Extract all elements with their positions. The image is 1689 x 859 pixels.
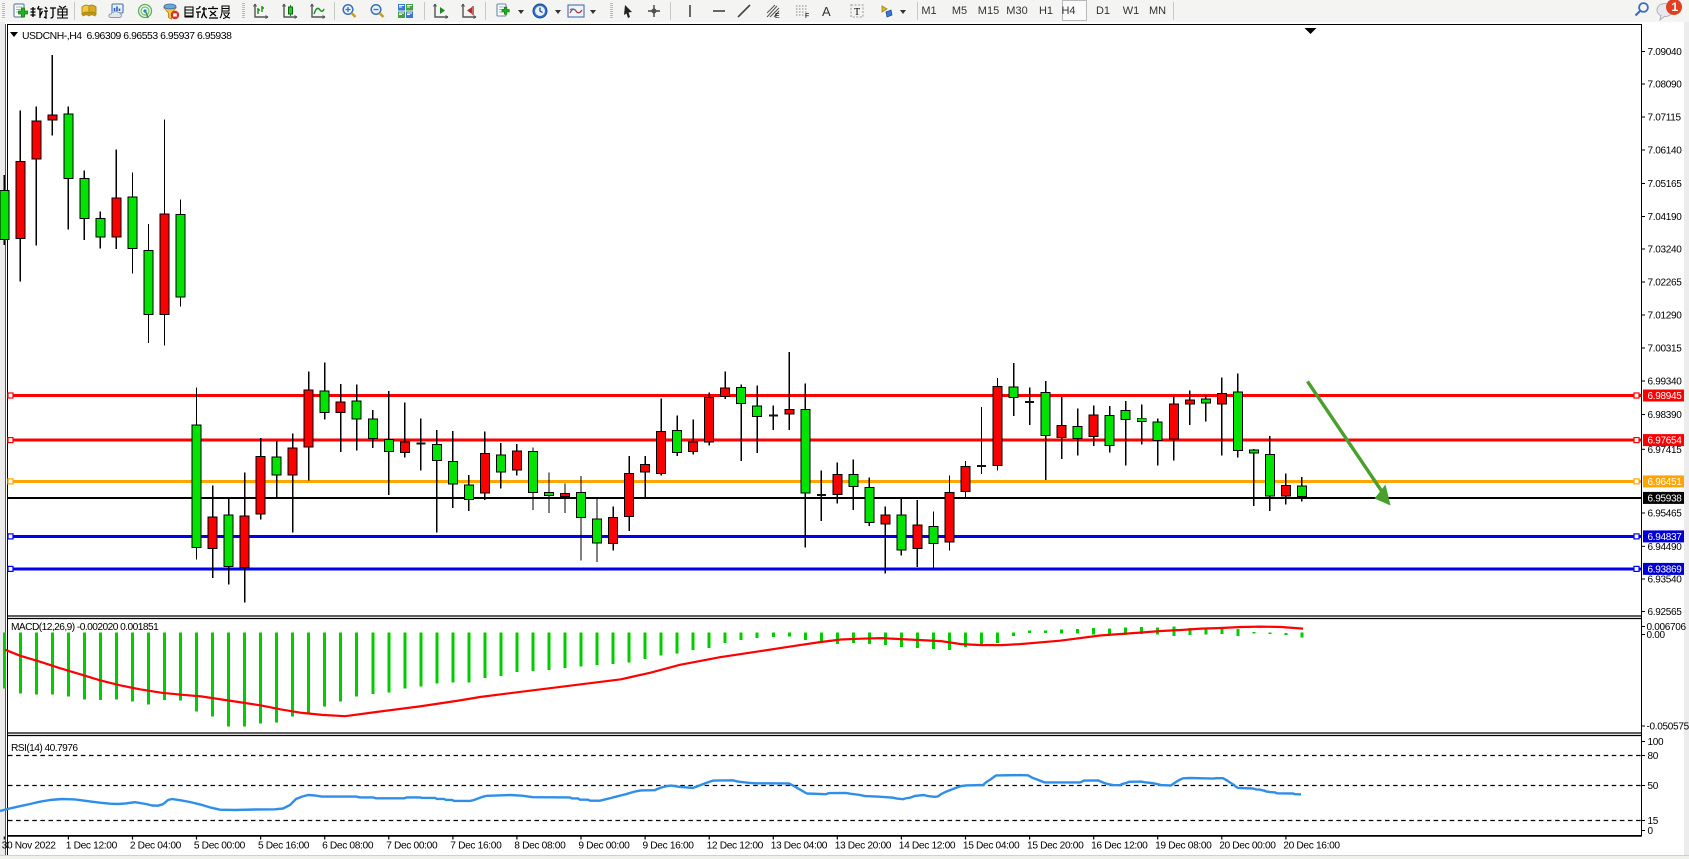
svg-text:14 Dec 12:00: 14 Dec 12:00 (899, 840, 956, 851)
svg-text:12 Dec 12:00: 12 Dec 12:00 (707, 840, 764, 851)
svg-text:6.92565: 6.92565 (1648, 607, 1683, 618)
svg-text:5 Dec 16:00: 5 Dec 16:00 (258, 840, 310, 851)
svg-text:5 Dec 00:00: 5 Dec 00:00 (194, 840, 246, 851)
svg-text:6.93869: 6.93869 (1648, 564, 1683, 575)
svg-text:15: 15 (1648, 816, 1659, 827)
svg-text:1: 1 (1672, 0, 1679, 14)
svg-text:7.07115: 7.07115 (1648, 113, 1682, 124)
svg-text:6.97654: 6.97654 (1648, 436, 1683, 447)
svg-text:7.09040: 7.09040 (1648, 47, 1683, 58)
svg-text:0.006706: 0.006706 (1647, 622, 1687, 633)
svg-text:F: F (805, 13, 809, 20)
svg-text:2 Dec 04:00: 2 Dec 04:00 (130, 840, 182, 851)
svg-text:9 Dec 00:00: 9 Dec 00:00 (578, 840, 630, 851)
svg-text:-0.050575: -0.050575 (1647, 722, 1689, 733)
svg-text:6.96451: 6.96451 (1648, 477, 1683, 488)
svg-text:9 Dec 16:00: 9 Dec 16:00 (643, 840, 695, 851)
svg-text:7.02265: 7.02265 (1648, 278, 1683, 289)
svg-text:100: 100 (1648, 737, 1665, 748)
svg-text:0: 0 (1648, 826, 1654, 837)
svg-text:7.05165: 7.05165 (1648, 179, 1683, 190)
svg-text:7 Dec 00:00: 7 Dec 00:00 (386, 840, 438, 851)
svg-text:50: 50 (1648, 781, 1659, 792)
svg-text:6.99340: 6.99340 (1648, 377, 1683, 388)
svg-text:7.00315: 7.00315 (1648, 344, 1683, 355)
svg-text:6.95938: 6.95938 (1648, 493, 1683, 504)
svg-text:20 Dec 00:00: 20 Dec 00:00 (1219, 840, 1276, 851)
svg-text:6 Dec 08:00: 6 Dec 08:00 (322, 840, 374, 851)
svg-text:7.03240: 7.03240 (1648, 245, 1683, 256)
svg-text:MACD(12,26,9) -0.002020 0.0018: MACD(12,26,9) -0.002020 0.001851 (11, 622, 159, 633)
svg-text:19 Dec 08:00: 19 Dec 08:00 (1155, 840, 1212, 851)
svg-text:1 Dec 12:00: 1 Dec 12:00 (66, 840, 118, 851)
svg-text:30 Nov 2022: 30 Nov 2022 (2, 840, 57, 851)
svg-text:6.94837: 6.94837 (1648, 532, 1683, 543)
svg-text:6.94490: 6.94490 (1648, 542, 1683, 553)
svg-text:7.06140: 7.06140 (1648, 146, 1683, 157)
svg-text:7.04190: 7.04190 (1648, 212, 1683, 223)
svg-text:6.93540: 6.93540 (1648, 575, 1683, 586)
svg-text:T: T (854, 7, 860, 18)
svg-text:6.95465: 6.95465 (1648, 509, 1683, 520)
svg-text:13 Dec 04:00: 13 Dec 04:00 (771, 840, 828, 851)
svg-text:6.98390: 6.98390 (1648, 410, 1683, 421)
svg-text:15 Dec 20:00: 15 Dec 20:00 (1027, 840, 1084, 851)
svg-text:7 Dec 16:00: 7 Dec 16:00 (450, 840, 502, 851)
svg-text:20 Dec 16:00: 20 Dec 16:00 (1283, 840, 1340, 851)
svg-text:15 Dec 04:00: 15 Dec 04:00 (963, 840, 1020, 851)
svg-text:8 Dec 08:00: 8 Dec 08:00 (514, 840, 566, 851)
svg-text:USDCNH-,H4 6.96309 6.96553 6.: USDCNH-,H4 6.96309 6.96553 6.95937 6.959… (22, 31, 232, 42)
svg-text:7.01290: 7.01290 (1648, 311, 1683, 322)
svg-text:6.97415: 6.97415 (1648, 445, 1683, 456)
svg-text:RSI(14) 40.7976: RSI(14) 40.7976 (11, 743, 78, 754)
svg-text:7.08090: 7.08090 (1648, 80, 1683, 91)
svg-text:16 Dec 12:00: 16 Dec 12:00 (1091, 840, 1148, 851)
svg-text:6.98945: 6.98945 (1648, 391, 1683, 402)
svg-text:E: E (775, 13, 780, 20)
svg-text:13 Dec 20:00: 13 Dec 20:00 (835, 840, 892, 851)
svg-text:80: 80 (1648, 751, 1659, 762)
svg-text:0.00: 0.00 (1647, 630, 1666, 641)
